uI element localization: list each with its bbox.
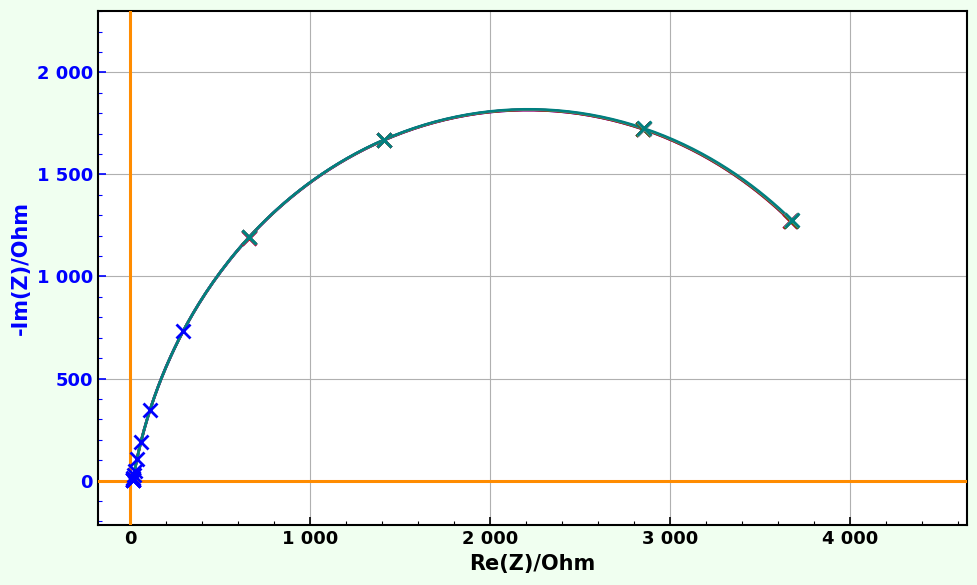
Y-axis label: -Im(Z)/Ohm: -Im(Z)/Ohm bbox=[11, 201, 31, 335]
X-axis label: Re(Z)/Ohm: Re(Z)/Ohm bbox=[469, 554, 595, 574]
